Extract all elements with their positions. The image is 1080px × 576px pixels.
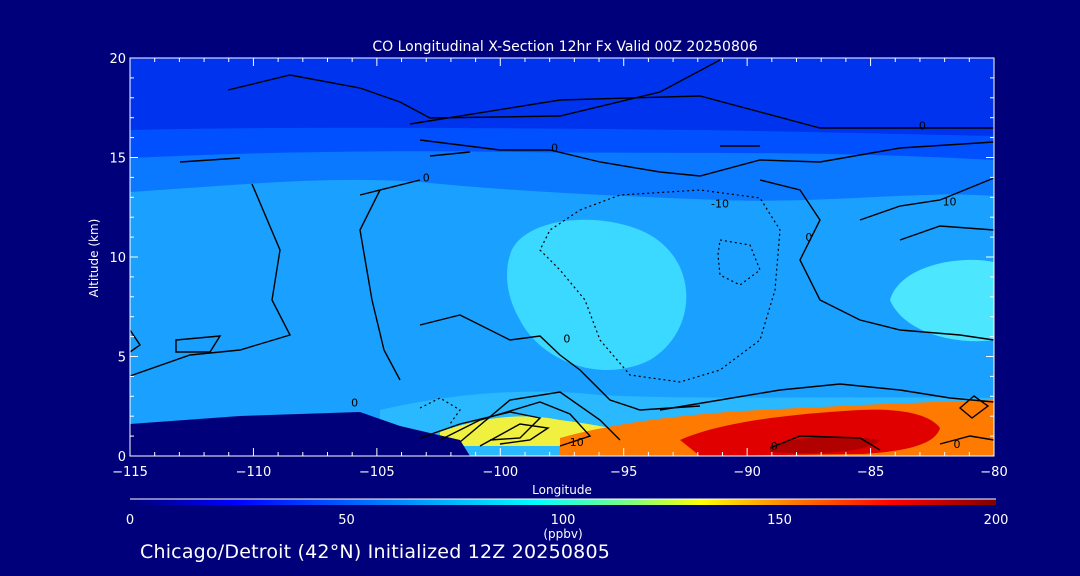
contour-label: 10 — [943, 195, 957, 208]
co-concentration-field: 0 0 0 -10 10 0 0 0 10 0 0 — [130, 58, 994, 456]
y-tick-label: 20 — [109, 52, 126, 67]
contour-label: -10 — [711, 197, 729, 210]
x-tick-label: −80 — [980, 465, 1007, 480]
negative-anomaly-contours — [419, 189, 781, 425]
contour-line — [958, 395, 990, 419]
x-tick-label: −115 — [112, 465, 148, 480]
contour-line — [359, 179, 421, 381]
terrain-mask — [130, 412, 470, 456]
contour-label: 0 — [551, 142, 558, 155]
contour-labels: 0 0 0 -10 10 0 0 0 10 0 0 — [351, 120, 960, 453]
contour-label: 0 — [771, 440, 778, 453]
x-tick-label: −105 — [359, 465, 395, 480]
contour-label: 0 — [563, 333, 570, 346]
y-tick-label: 5 — [118, 351, 126, 366]
x-tick-label: −85 — [857, 465, 884, 480]
color-layer-eastern-plume — [890, 259, 994, 342]
color-layer-fire-core — [770, 436, 880, 454]
y-axis: 0 5 10 15 20 — [109, 52, 994, 465]
contour-line — [479, 423, 550, 447]
contour-line — [759, 179, 994, 341]
contour-line — [769, 435, 881, 451]
colorbar-units-label: (ppbv) — [543, 527, 582, 541]
contour-label: 0 — [919, 120, 926, 133]
color-layer-central-plume — [507, 219, 687, 371]
color-layer-boundary-layer-fire — [680, 409, 940, 456]
co-anomaly-contours — [130, 59, 994, 451]
x-axis: −115 −110 −105 −100 −95 −90 −85 −80 — [112, 58, 1008, 480]
colorbar-ticks: 0 50 100 150 200 — [126, 513, 1009, 528]
y-tick-label: 15 — [109, 152, 126, 167]
y-tick-label: 0 — [118, 450, 126, 465]
contour-line — [429, 151, 471, 157]
x-axis-label: Longitude — [532, 483, 592, 497]
contour-line — [459, 391, 621, 443]
x-tick-label: −110 — [236, 465, 272, 480]
colorbar-tick-label: 150 — [767, 513, 792, 528]
contour-line — [175, 335, 222, 353]
contour-line — [227, 59, 721, 119]
x-tick-label: −90 — [733, 465, 760, 480]
colorbar-tick-label: 50 — [338, 513, 355, 528]
contour-line — [899, 225, 994, 241]
footer-caption: Chicago/Detroit (42°N) Initialized 12Z 2… — [140, 541, 611, 563]
contour-line — [130, 329, 141, 353]
contour-line — [419, 411, 542, 441]
contour-line — [939, 435, 994, 445]
contour-line — [130, 183, 292, 377]
chart-title: CO Longitudinal X-Section 12hr Fx Valid … — [372, 39, 757, 55]
contour-line — [179, 157, 241, 163]
colorbar-tick-label: 0 — [126, 513, 134, 528]
colorbar — [130, 499, 996, 505]
contour-line — [419, 139, 994, 177]
contour-label: 0 — [953, 438, 960, 451]
dotted-contour-line — [419, 397, 461, 425]
x-tick-label: −95 — [610, 465, 637, 480]
contour-label: 10 — [570, 436, 584, 449]
y-axis-label: Altitude (km) — [87, 219, 101, 298]
contour-label: 0 — [805, 231, 812, 244]
colorbar-tick-label: 200 — [984, 513, 1009, 528]
contour-line — [859, 177, 994, 221]
contour-line — [409, 95, 994, 129]
contour-label: 0 — [351, 396, 358, 409]
contour-line — [659, 383, 994, 411]
dotted-contour-line — [717, 239, 761, 286]
x-tick-label: −100 — [482, 465, 518, 480]
colorbar-tick-label: 100 — [551, 513, 576, 528]
y-tick-label: 10 — [109, 251, 126, 266]
contour-line — [419, 314, 701, 411]
contour-label: 0 — [423, 171, 430, 184]
contour-line — [439, 401, 592, 447]
